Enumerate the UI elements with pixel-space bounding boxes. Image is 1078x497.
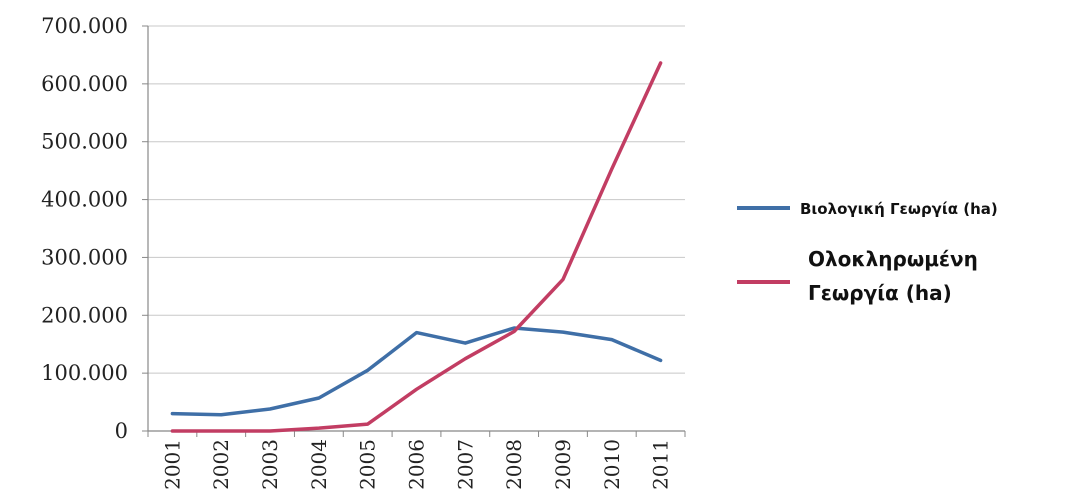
y-tick-label: 400.000 xyxy=(41,188,128,212)
legend: Βιολογική Γεωργία (ha) Ολοκληρωμένη Γεωρ… xyxy=(737,200,998,305)
legend-label-organic: Βιολογική Γεωργία (ha) xyxy=(800,200,998,218)
y-tick-label: 100.000 xyxy=(41,361,128,385)
x-axis-ticks: 2001 2002 2003 2004 2005 2006 2007 2008 2009 2010… xyxy=(147,431,686,490)
series-line-integrated xyxy=(170,61,663,433)
y-tick-label: 600.000 xyxy=(41,72,128,96)
x-tick-label: 2007 xyxy=(453,439,477,490)
x-tick-label: 2004 xyxy=(307,439,331,490)
x-tick-label: 2008 xyxy=(502,439,526,490)
y-tick-label: 0 xyxy=(115,419,128,443)
x-tick-label: 2001 xyxy=(160,439,184,490)
x-tick-label: 2005 xyxy=(356,439,380,490)
axes xyxy=(147,26,685,432)
grid xyxy=(148,25,685,374)
x-tick-label: 2011 xyxy=(649,439,673,490)
x-tick-label: 2010 xyxy=(600,439,624,490)
y-axis-ticks: 0 100.000 200.000 300.000 400.000 500.000 600.… xyxy=(41,14,148,443)
series-lines xyxy=(170,61,663,433)
x-tick-label: 2003 xyxy=(258,439,282,490)
legend-label-integrated-line2: Γεωργία (ha) xyxy=(808,281,952,305)
x-tick-label: 2006 xyxy=(405,439,429,490)
y-tick-label: 300.000 xyxy=(41,245,128,269)
x-tick-label: 2002 xyxy=(209,439,233,490)
legend-label-integrated-line1: Ολοκληρωμένη xyxy=(808,247,978,271)
y-tick-label: 200.000 xyxy=(41,303,128,327)
x-tick-label: 2009 xyxy=(551,439,575,490)
y-tick-label: 700.000 xyxy=(41,14,128,38)
y-tick-label: 500.000 xyxy=(41,130,128,154)
series-line-organic xyxy=(170,326,663,417)
